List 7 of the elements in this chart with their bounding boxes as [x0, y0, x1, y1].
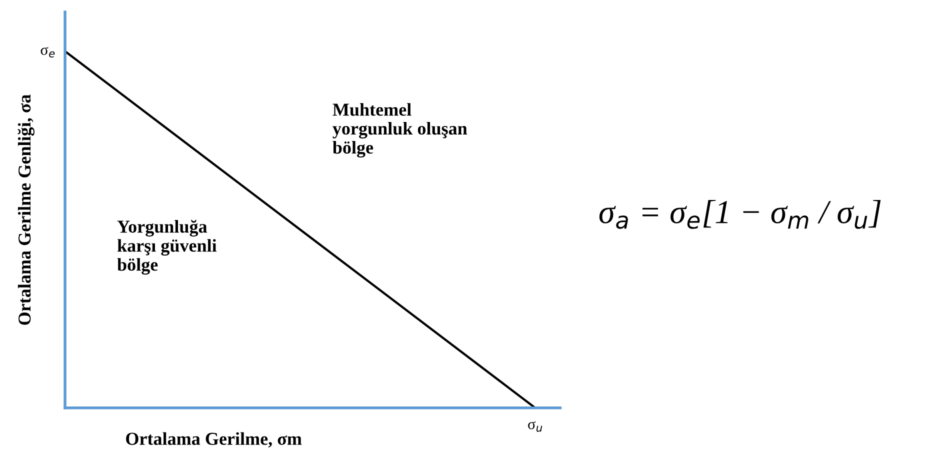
- annotation: Yorgunluğa karşı güvenli bölge: [117, 220, 217, 275]
- annotation: Muhtemel yorgunluk oluşan bölge: [332, 103, 468, 158]
- annotation: σ$_{e}$: [40, 46, 55, 58]
- x-axis-title: Ortalama Gerilme, σm: [126, 432, 302, 448]
- text: σ$_{a}$ = σ$_{e}$[1 − σ$_{m}$ / σ$_{u}$]: [599, 200, 881, 229]
- text: σ$_{u}$: [528, 421, 542, 432]
- y-axis-title: Ortalama Gerilme Genliği, σa: [18, 94, 34, 325]
